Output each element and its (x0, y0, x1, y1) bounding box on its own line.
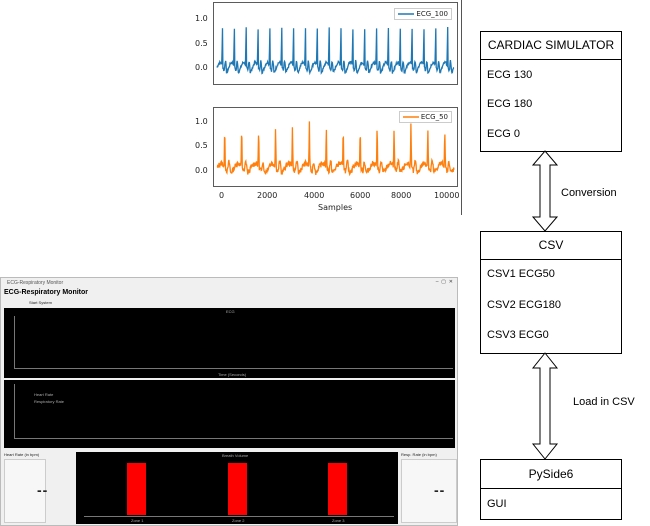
breath-volume-title: Breath Volume (222, 453, 249, 458)
cardiac-simulator-item: ECG 130 (487, 69, 533, 81)
ecg-50-ytick: 0.0 (195, 166, 208, 175)
cardiac-simulator-title: CARDIAC SIMULATOR (481, 32, 621, 60)
ecg-panel-xlabel: Time (Seconds) (218, 372, 247, 377)
figure-divider (461, 0, 462, 215)
csv-item: CSV2 ECG180 (487, 299, 561, 311)
ecg-100-legend-label: ECG_100 (416, 10, 448, 18)
breath-volume-bar-label: Zone 3 (332, 518, 345, 523)
breath-volume-bar (328, 463, 347, 515)
conversion-label: Conversion (561, 187, 617, 199)
breath-volume-bar (127, 463, 146, 515)
ecg-50-legend-label: ECG_50 (420, 113, 448, 121)
ecg-50-xtick: 8000 (391, 191, 412, 200)
pyside6-box: PySide6 GUI (480, 459, 622, 520)
load-csv-label: Load in CSV (573, 396, 635, 408)
ecg-50-xtick: 2000 (257, 191, 278, 200)
breath-volume-axis (84, 516, 394, 517)
ecg-panel-title: ECG (226, 309, 235, 314)
respiratory-rate-label: Resp. Rate (in bpm) (401, 452, 437, 457)
heart-rate-value: -- (37, 482, 49, 498)
heart-rate-label: Heart Rate (in bpm) (4, 452, 40, 457)
ecg-50-xlabel: Samples (318, 203, 353, 212)
cardiac-simulator-item: ECG 0 (487, 128, 521, 140)
heart-rate-display (4, 459, 46, 523)
ecg-50-series-line (216, 121, 455, 177)
csv-item: CSV1 ECG50 (487, 268, 555, 280)
ecg-50-axes: ECG_50 (213, 107, 458, 187)
window-title: ECG-Respiratory Monitor (7, 280, 64, 286)
cardiac-simulator-item: ECG 180 (487, 98, 533, 110)
cardiac-simulator-box: CARDIAC SIMULATOR ECG 130 ECG 180 ECG 0 (480, 31, 622, 152)
ecg-100-axes: ECG_100 (213, 2, 458, 85)
breath-volume-bar-label: Zone 2 (232, 518, 245, 523)
ecg-50-xtick: 6000 (350, 191, 371, 200)
ecg-panel: ECG Time (Seconds) (4, 308, 455, 378)
monitor-heading: ECG-Respiratory Monitor (4, 289, 89, 296)
ecg-50-ytick: 1.0 (195, 117, 208, 126)
respiratory-rate-value: -- (434, 482, 446, 498)
pyside6-item: GUI (487, 498, 507, 510)
ecg-panel-plot-area (14, 316, 453, 369)
start-system-button[interactable]: Start System (29, 300, 52, 305)
respiratory-rate-display (401, 459, 457, 523)
heart-rate-legend: Heart Rate (34, 392, 54, 397)
ecg-50-xtick: 4000 (304, 191, 325, 200)
respiratory-rate-legend: Respiratory Rate (34, 399, 65, 404)
window-controls[interactable]: – ▢ ✕ (435, 279, 453, 285)
ecg-100-legend: ECG_100 (394, 8, 452, 20)
ecg-50-legend: ECG_50 (398, 111, 452, 123)
respiratory-panel: Heart Rate Respiratory Rate (4, 380, 455, 448)
monitor-window: ECG-Respiratory Monitor – ▢ ✕ ECG-Respir… (0, 277, 458, 526)
ecg-50-xtick: 10000 (434, 191, 460, 200)
load-csv-arrow (531, 352, 559, 460)
conversion-arrow (531, 150, 559, 232)
respiratory-panel-plot-area (14, 384, 453, 439)
ecg-100-ytick: 0.0 (195, 63, 208, 72)
breath-volume-bar-label: Zone 1 (131, 518, 144, 523)
breath-volume-bar (228, 463, 247, 515)
ecg-50-ytick: 0.5 (195, 141, 208, 150)
ecg-100-series-line (216, 26, 455, 76)
ecg-plots-figure: ECG_100 1.0 0.5 0.0 ECG_50 1.0 0.5 0.0 0… (190, 0, 462, 215)
ecg-100-ytick: 0.5 (195, 39, 208, 48)
ecg-50-xtick: 0 (219, 191, 225, 200)
pyside6-title: PySide6 (481, 460, 621, 489)
ecg-100-ytick: 1.0 (195, 14, 208, 23)
breath-volume-panel: Breath Volume Zone 1 Zone 2 Zone 3 (76, 452, 398, 524)
csv-box: CSV CSV1 ECG50 CSV2 ECG180 CSV3 ECG0 (480, 231, 622, 354)
ecg-50-plot (213, 107, 458, 187)
ecg-100-plot (213, 2, 458, 85)
csv-item: CSV3 ECG0 (487, 329, 549, 341)
csv-title: CSV (481, 232, 621, 260)
